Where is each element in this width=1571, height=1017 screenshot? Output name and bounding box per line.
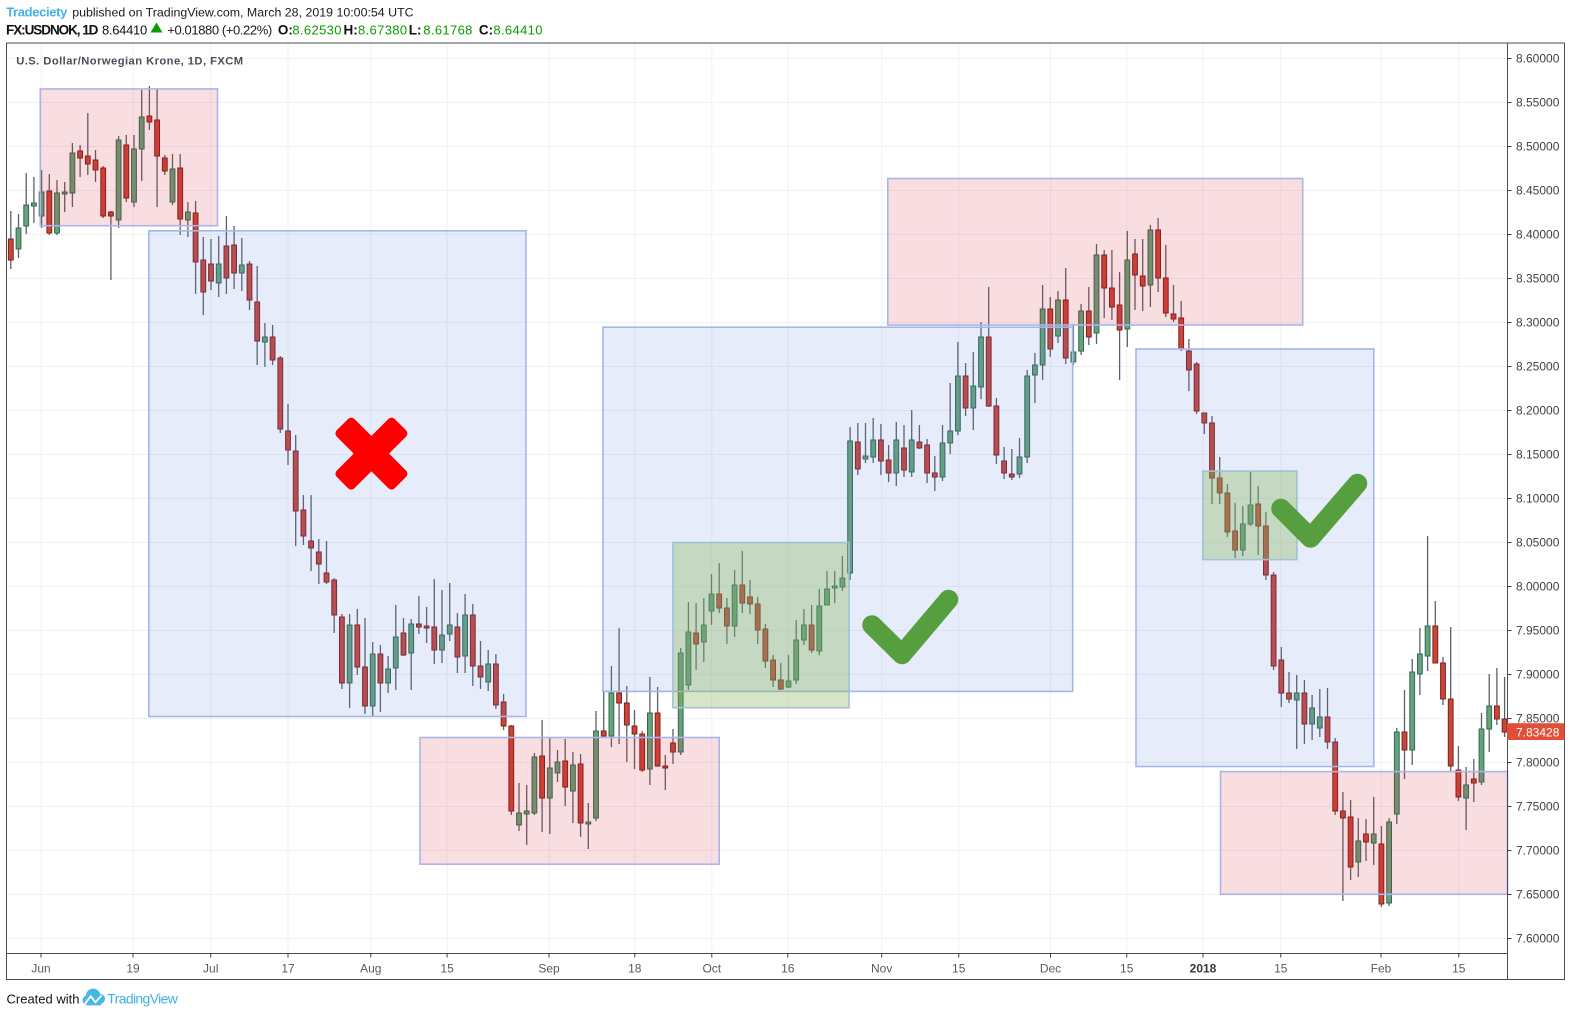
svg-text:8.15000: 8.15000 <box>1516 448 1560 462</box>
svg-text:Jul: Jul <box>203 962 218 976</box>
svg-text:8.64410: 8.64410 <box>102 23 147 38</box>
svg-text:8.35000: 8.35000 <box>1516 272 1560 286</box>
svg-text:8.60000: 8.60000 <box>1516 52 1560 66</box>
svg-text:7.75000: 7.75000 <box>1516 800 1560 814</box>
svg-text:7.85000: 7.85000 <box>1516 712 1560 726</box>
svg-text:Sep: Sep <box>538 962 560 976</box>
svg-text:H:: H: <box>344 23 358 38</box>
svg-text:19: 19 <box>126 962 140 976</box>
svg-text:FX:USDNOK, 1D: FX:USDNOK, 1D <box>6 23 99 38</box>
svg-text:Dec: Dec <box>1040 962 1061 976</box>
svg-text:15: 15 <box>1452 962 1466 976</box>
svg-text:Aug: Aug <box>360 962 381 976</box>
svg-text:7.80000: 7.80000 <box>1516 756 1560 770</box>
svg-text:15: 15 <box>952 962 966 976</box>
svg-text:8.30000: 8.30000 <box>1516 316 1560 330</box>
svg-text:8.64410: 8.64410 <box>493 23 542 38</box>
svg-text:L:: L: <box>409 23 422 38</box>
svg-text:8.20000: 8.20000 <box>1516 404 1560 418</box>
svg-text:Tradeciety: Tradeciety <box>6 5 68 20</box>
svg-text:8.67380: 8.67380 <box>358 23 407 38</box>
svg-text:7.65000: 7.65000 <box>1516 888 1560 902</box>
svg-text:8.40000: 8.40000 <box>1516 228 1560 242</box>
svg-text:8.62530: 8.62530 <box>292 23 341 38</box>
svg-text:15: 15 <box>1274 962 1288 976</box>
svg-text:15: 15 <box>1120 962 1134 976</box>
svg-text:18: 18 <box>628 962 642 976</box>
svg-text:Jun: Jun <box>31 962 50 976</box>
svg-text:8.61768: 8.61768 <box>423 23 472 38</box>
svg-text:Feb: Feb <box>1371 962 1392 976</box>
svg-text:8.50000: 8.50000 <box>1516 140 1560 154</box>
svg-text:8.10000: 8.10000 <box>1516 492 1560 506</box>
svg-text:7.70000: 7.70000 <box>1516 844 1560 858</box>
svg-text:7.83428: 7.83428 <box>1516 725 1560 739</box>
svg-text:Created with: Created with <box>7 992 80 1007</box>
svg-text:7.60000: 7.60000 <box>1516 932 1560 946</box>
svg-text:15: 15 <box>440 962 454 976</box>
svg-text:Nov: Nov <box>871 962 892 976</box>
svg-text:published on TradingView.com,: published on TradingView.com, March 28, … <box>72 6 413 20</box>
svg-text:7.95000: 7.95000 <box>1516 624 1560 638</box>
svg-text:2018: 2018 <box>1190 962 1217 976</box>
svg-text:O:: O: <box>278 23 293 38</box>
svg-text:U.S. Dollar/Norwegian Krone, 1: U.S. Dollar/Norwegian Krone, 1D, FXCM <box>16 56 243 68</box>
svg-text:C:: C: <box>479 23 493 38</box>
svg-text:8.05000: 8.05000 <box>1516 536 1560 550</box>
svg-text:8.45000: 8.45000 <box>1516 184 1560 198</box>
svg-text:+0.01880 (+0.22%): +0.01880 (+0.22%) <box>167 23 272 38</box>
svg-text:16: 16 <box>781 962 795 976</box>
svg-text:TradingView: TradingView <box>107 991 178 1007</box>
svg-text:17: 17 <box>281 962 295 976</box>
svg-text:Oct: Oct <box>702 962 721 976</box>
svg-text:8.00000: 8.00000 <box>1516 580 1560 594</box>
svg-text:7.90000: 7.90000 <box>1516 668 1560 682</box>
svg-text:8.25000: 8.25000 <box>1516 360 1560 374</box>
svg-text:8.55000: 8.55000 <box>1516 96 1560 110</box>
